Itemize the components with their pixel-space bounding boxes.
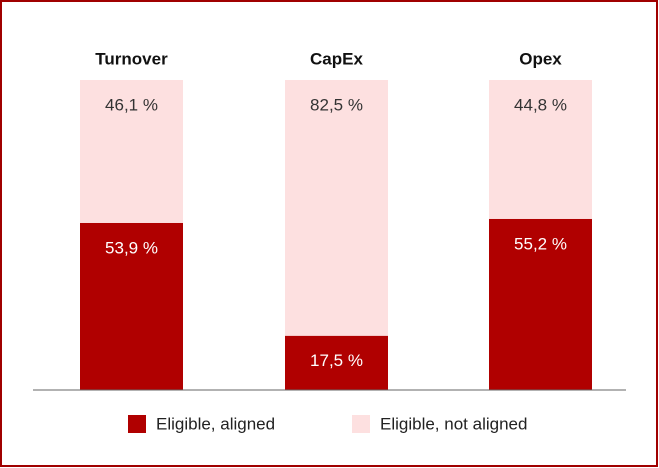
- value-label: 82,5 %: [310, 95, 363, 114]
- bar-segment: [80, 80, 183, 223]
- category-label: Turnover: [95, 49, 168, 68]
- category-label: CapEx: [310, 49, 363, 68]
- value-label: 46,1 %: [105, 95, 158, 114]
- bar-segment: [285, 80, 388, 336]
- value-label: 17,5 %: [310, 351, 363, 370]
- bar-segment: [80, 222, 183, 390]
- value-label: 44,8 %: [514, 95, 567, 114]
- value-label: 53,9 %: [105, 238, 158, 257]
- bar-segment: [489, 218, 592, 390]
- bar-segment: [285, 335, 388, 390]
- bar-segment: [489, 80, 592, 219]
- category-label: Opex: [519, 49, 562, 68]
- legend-label: Eligible, not aligned: [380, 414, 527, 433]
- value-label: 55,2 %: [514, 234, 567, 253]
- legend-label: Eligible, aligned: [156, 414, 275, 433]
- legend-swatch: [352, 415, 370, 433]
- legend-swatch: [128, 415, 146, 433]
